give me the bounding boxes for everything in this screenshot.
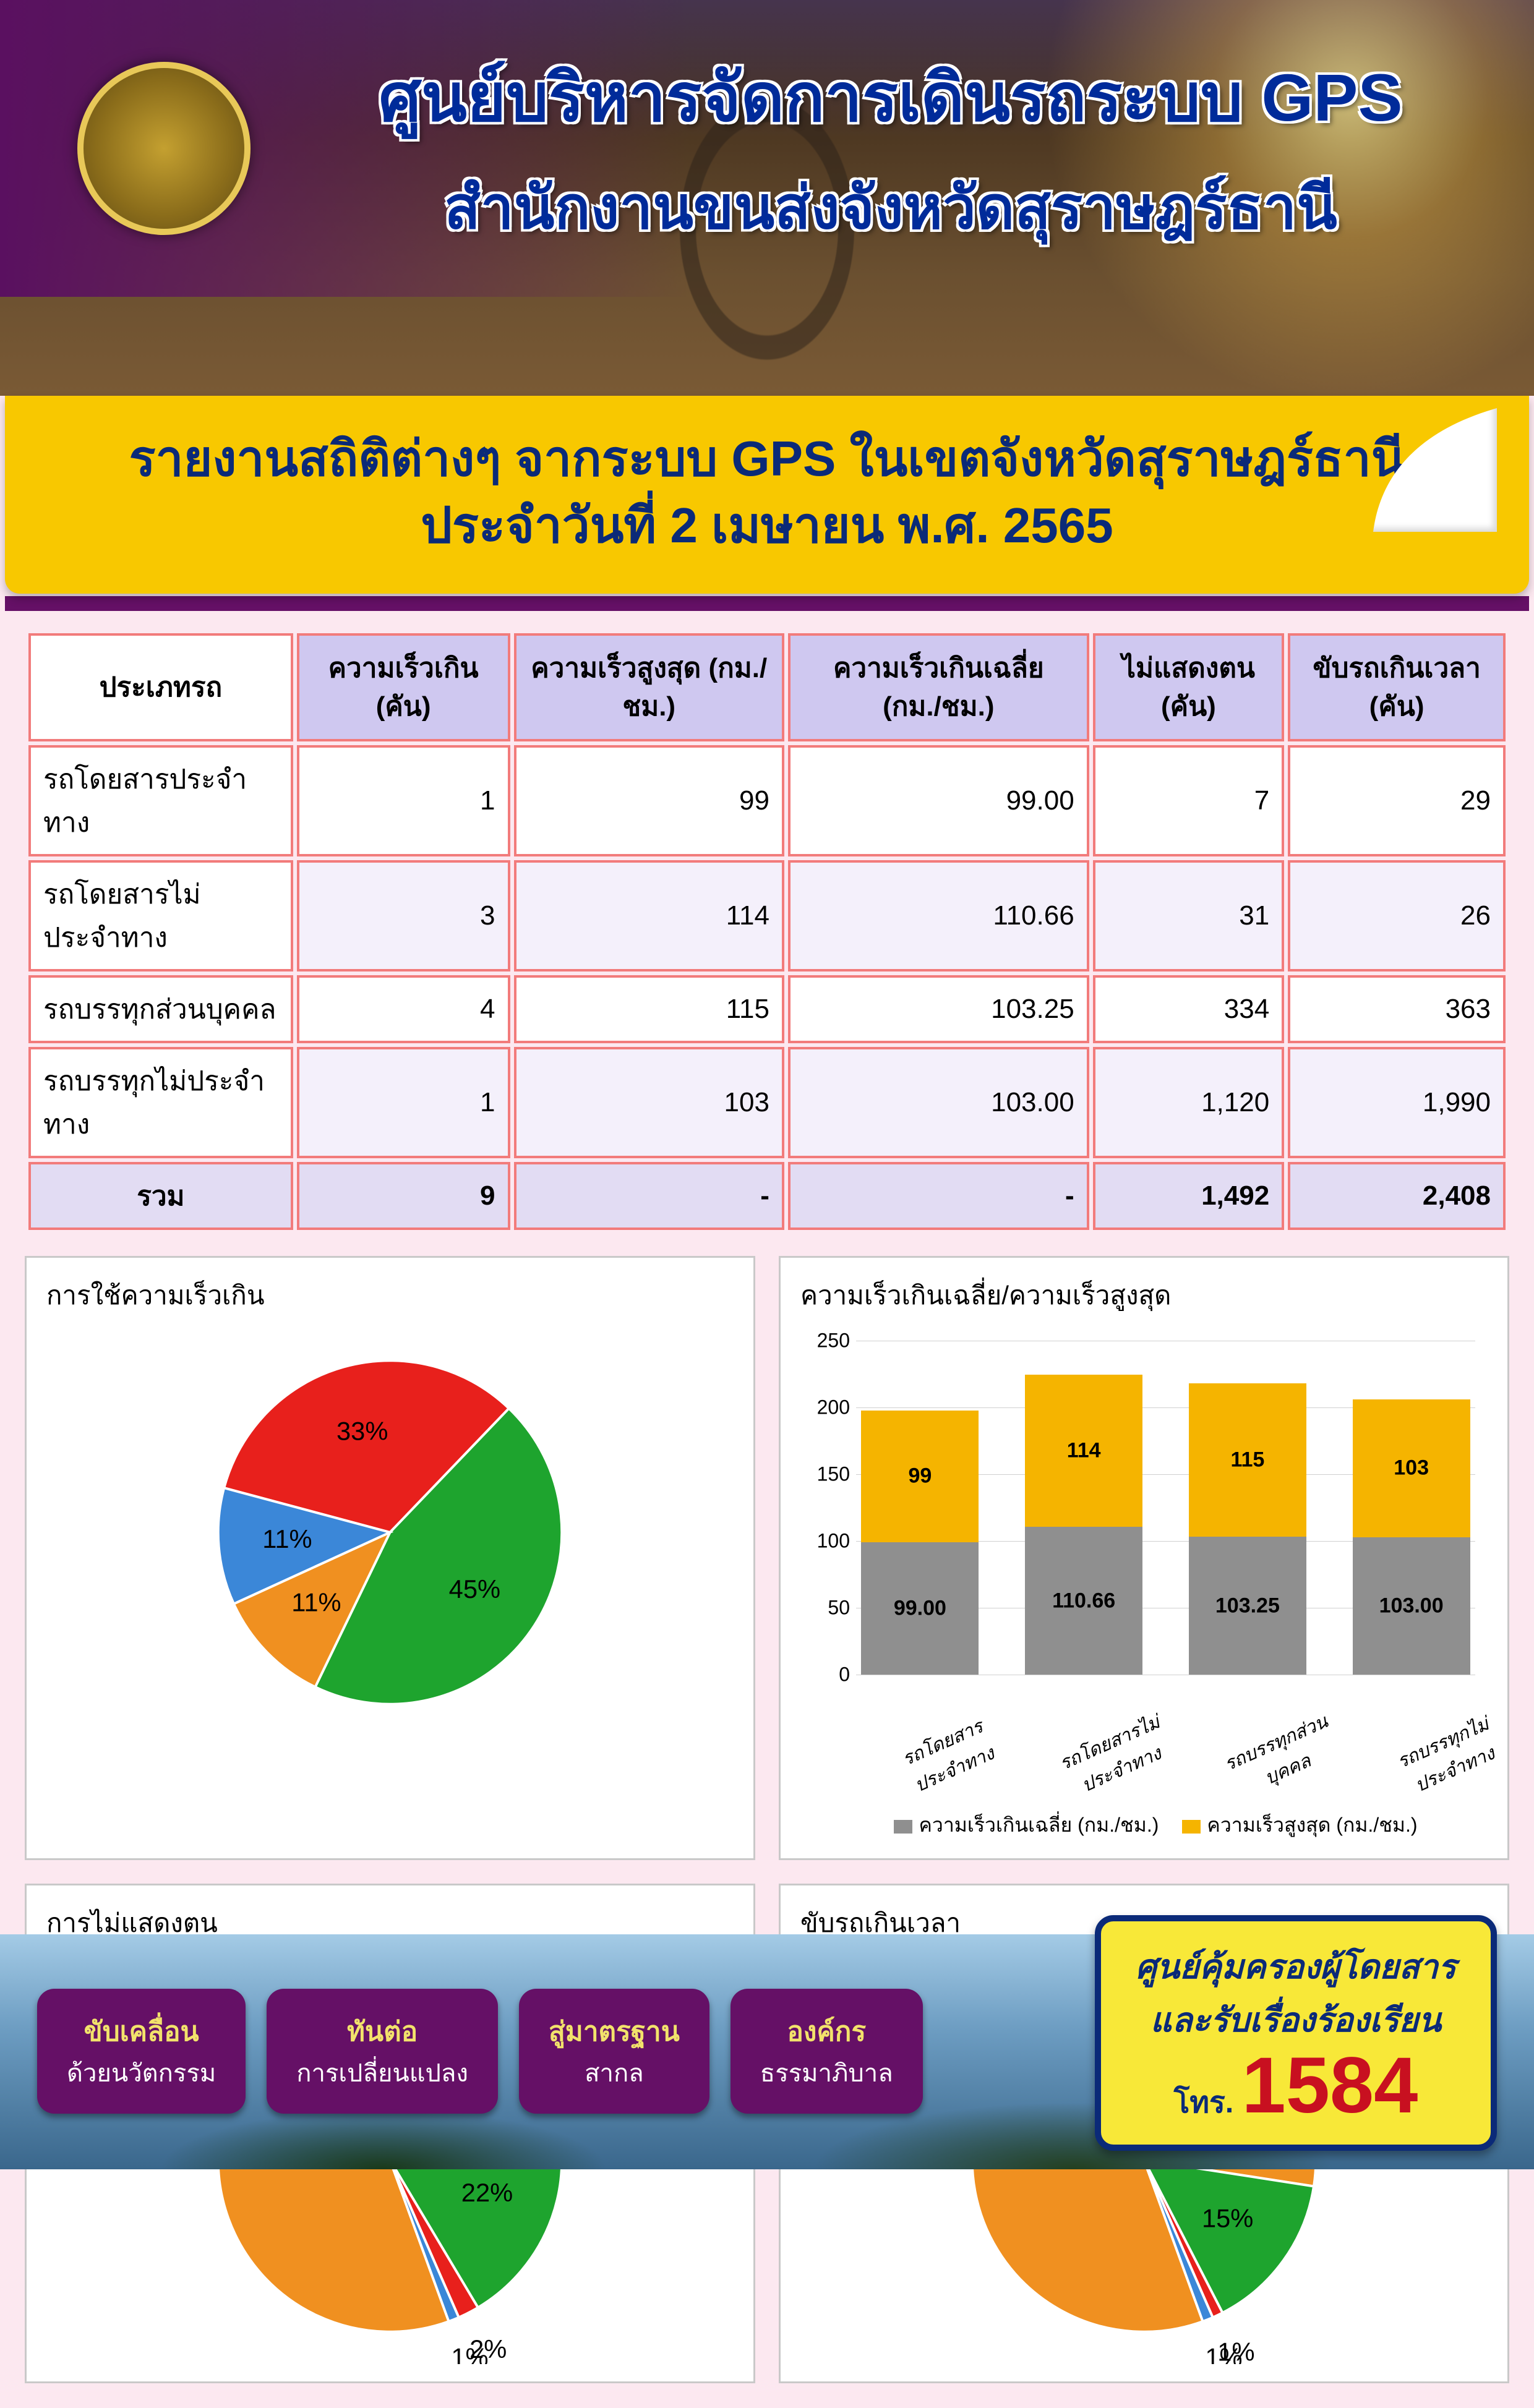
svg-text:11%: 11% [262,1524,312,1553]
chart-speed-over: การใช้ความเร็วเกิน 33% 45% 11% 11% [25,1256,755,1860]
chart-title: การใช้ความเร็วเกิน [46,1275,734,1316]
bar-stack: 103103.00 [1353,1399,1470,1675]
department-seal-icon [77,62,251,235]
footer-pill: องค์กรธรรมาภิบาล [731,1989,923,2114]
table-header: ประเภทรถ [28,633,293,741]
table-header: ความเร็วเกิน (คัน) [297,633,510,741]
divider [5,596,1529,611]
svg-text:45%: 45% [449,1574,500,1603]
footer: ขับเคลื่อนด้วยนวัตกรรมทันต่อการเปลี่ยนแป… [0,1934,1534,2169]
svg-text:22%: 22% [461,2178,513,2207]
table-row: รถโดยสารประจำทาง19999.00729 [28,745,1506,856]
svg-text:1%: 1% [451,2343,488,2365]
hotline-l2: และรับเรื่องร้องเรียน [1136,1993,1456,2046]
header-banner: ศูนย์บริหารจัดการเดินรถระบบ GPS สำนักงาน… [0,0,1534,396]
hotline-l3: โทร. [1174,2086,1234,2119]
footer-pill: ทันต่อการเปลี่ยนแปลง [267,1989,498,2114]
footer-pill: สู่มาตรฐานสากล [519,1989,709,2114]
table-header: ความเร็วสูงสุด (กม./ชม.) [514,633,784,741]
banner-line2: ประจำวันที่ 2 เมษายน พ.ศ. 2565 [30,492,1504,559]
table-header: ไม่แสดงตน (คัน) [1093,633,1285,741]
chart-title: ความเร็วเกินเฉลี่ย/ความเร็วสูงสุด [800,1275,1488,1316]
svg-text:15%: 15% [1202,2204,1253,2233]
hotline-number: 1584 [1242,2041,1418,2130]
table-row: รถโดยสารไม่ประจำทาง3114110.663126 [28,860,1506,971]
banner-line1: รายงานสถิติต่างๆ จากระบบ GPS ในเขตจังหวั… [30,425,1504,492]
bar-stack: 9999.00 [861,1411,979,1675]
table-header: ความเร็วเกินเฉลี่ย (กม./ชม.) [788,633,1089,741]
chart-speed-bar: ความเร็วเกินเฉลี่ย/ความเร็วสูงสุด 050100… [779,1256,1509,1860]
header-subtitle: สำนักงานขนส่งจังหวัดสุราษฎร์ธานี [285,161,1497,255]
stats-table: ประเภทรถความเร็วเกิน (คัน)ความเร็วสูงสุด… [25,630,1509,1234]
hotline-box: ศูนย์คุ้มครองผู้โดยสาร และรับเรื่องร้องเ… [1095,1915,1497,2151]
bar-stack: 114110.66 [1025,1375,1142,1675]
report-title-banner: รายงานสถิติต่างๆ จากระบบ GPS ในเขตจังหวั… [5,396,1529,594]
svg-text:33%: 33% [336,1417,388,1446]
header-title: ศูนย์บริหารจัดการเดินรถระบบ GPS [285,56,1497,139]
svg-text:1%: 1% [1205,2343,1242,2365]
table-row: รถบรรทุกส่วนบุคคล4115103.25334363 [28,975,1506,1043]
table-row: รถบรรทุกไม่ประจำทาง1103103.001,1201,990 [28,1047,1506,1158]
bar-stack: 115103.25 [1189,1383,1306,1675]
svg-text:11%: 11% [291,1588,341,1617]
footer-pill: ขับเคลื่อนด้วยนวัตกรรม [37,1989,246,2114]
table-header: ขับรถเกินเวลา (คัน) [1288,633,1506,741]
table-total-row: รวม9--1,4922,408 [28,1162,1506,1230]
hotline-l1: ศูนย์คุ้มครองผู้โดยสาร [1136,1940,1456,1993]
